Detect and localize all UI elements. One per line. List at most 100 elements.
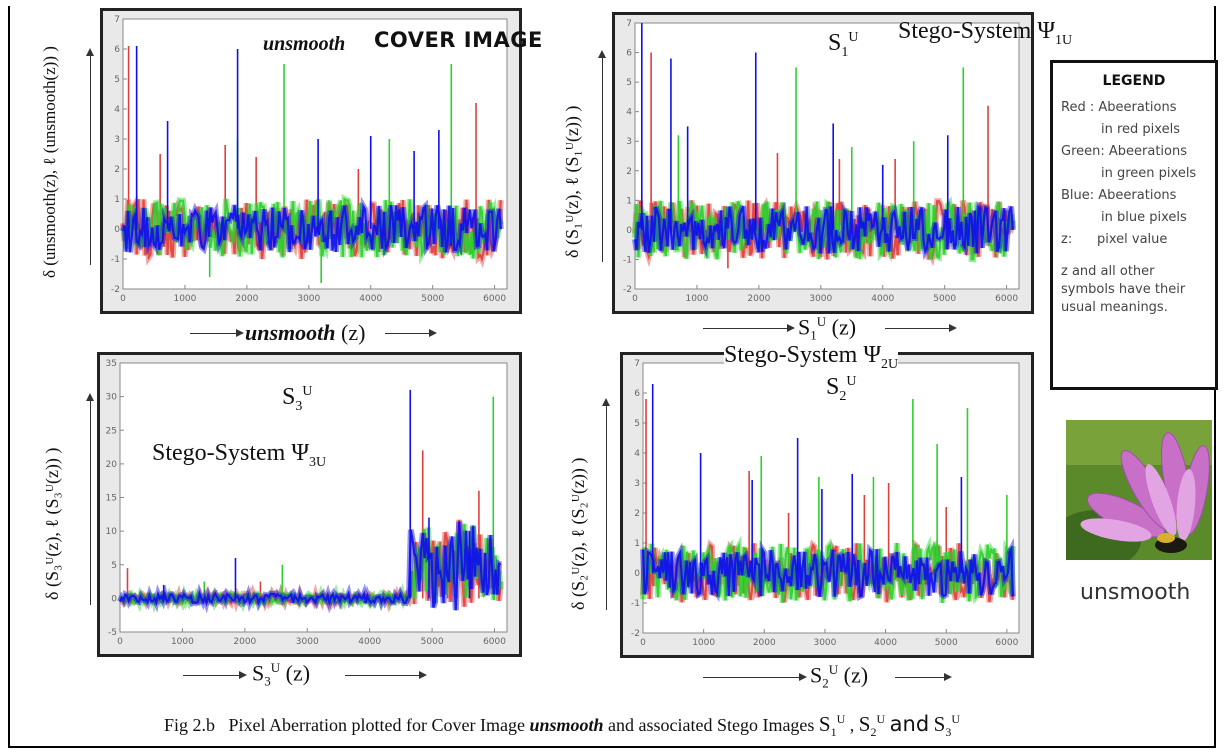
s2-ytick-label: -2	[631, 629, 640, 639]
s3-x-arrow-left	[183, 671, 247, 679]
s2-x-label: S2U (z)	[810, 662, 868, 692]
s3-x-var: (z)	[285, 660, 311, 686]
s1-xtick-label: 3000	[809, 294, 832, 304]
cover-plot: -2 -1 0 1 2 3 4 5 6 7 0 1000 2000 3000 4000 5000 6000	[111, 15, 508, 304]
s1-y-arrow	[598, 50, 606, 262]
s2-ytick-label: 6	[634, 389, 640, 399]
s3-x-label: S3U (z)	[252, 660, 310, 690]
s3-ytick-label: 10	[106, 527, 118, 537]
s2-title-sub: 2U	[881, 356, 899, 372]
legend-green-desc: in green pixels	[1101, 166, 1197, 181]
cover-ytick-label: 3	[114, 135, 120, 145]
s1-y-label: δ (S₁ᵁ(z), ℓ (S₁ᵁ(z)) )	[562, 105, 582, 258]
cover-series-blue	[121, 202, 502, 253]
s3-ytick-label: -5	[108, 628, 117, 638]
s3-x-arrow	[345, 671, 427, 679]
s2-ytick-label: 0	[634, 569, 640, 579]
s3-title-text: Stego-System Ψ	[152, 440, 310, 466]
s1-xtick-label: 1000	[685, 294, 708, 304]
caption-s2-sub: 2	[870, 725, 877, 740]
s1-xtick-label: 5000	[933, 294, 956, 304]
s1-ytick-label: 3	[626, 137, 632, 147]
legend-blue-desc: in blue pixels	[1101, 210, 1187, 225]
s1-series-band-blue	[632, 200, 1016, 261]
s1-title-sub: 1U	[1055, 32, 1073, 48]
s3-y-arrow	[86, 393, 94, 605]
s3-xtick-label: 3000	[296, 637, 319, 647]
s3-y-label: δ (S₃ᵁ(z), ℓ (S₃ᵁ(z)) )	[42, 447, 62, 600]
s3-xtick-label: 5000	[421, 637, 444, 647]
s3-xtick-label: 0	[117, 637, 123, 647]
s1-x-sub: 1	[810, 327, 817, 343]
s2-ytick-label: 4	[634, 449, 640, 459]
s3-ytick-label: 25	[106, 426, 117, 436]
s2-x-var: (z)	[843, 662, 869, 688]
s1-symbol-sub: 1	[841, 44, 849, 60]
s1-series-blue	[633, 204, 1014, 255]
s3-ytick-label: 5	[111, 561, 117, 571]
s3-ytick-label: 20	[106, 460, 118, 470]
cover-image-photo	[1066, 420, 1212, 560]
s2-y-arrow	[602, 398, 610, 610]
caption-s2: S	[858, 712, 871, 736]
cover-ytick-label: 6	[114, 45, 120, 55]
s1-title-text: Stego-System Ψ	[898, 18, 1056, 44]
s2-title-text: Stego-System Ψ	[724, 342, 882, 368]
cover-ytick-label: 4	[114, 105, 120, 115]
s1-xtick-label: 6000	[995, 294, 1018, 304]
caption-s3-sub: 3	[945, 725, 952, 740]
s2-x-sub: 2	[822, 675, 829, 691]
legend-title: LEGEND	[1102, 73, 1166, 89]
figure-caption: Fig 2.b Pixel Aberration plotted for Cov…	[164, 712, 960, 740]
photo-caption: unsmooth	[1080, 580, 1191, 605]
s2-symbol-sup: U	[846, 374, 857, 389]
cover-x-label: unsmooth (z)	[245, 320, 365, 346]
s1-ytick-label: 4	[626, 108, 632, 118]
s2-ytick-label: 1	[634, 539, 640, 549]
cover-y-arrow	[86, 48, 94, 265]
s2-x-arrow-left	[703, 673, 807, 681]
cover-y-label: δ (unsmooth(z), ℓ (unsmooth(z)) )	[40, 46, 59, 278]
caption-text1: Pixel Aberration plotted for Cover Image	[228, 715, 525, 735]
cover-ytick-label: -2	[111, 285, 120, 295]
s2-xtick-label: 5000	[935, 638, 958, 648]
s1-xtick-label: 2000	[747, 294, 770, 304]
cover-x-arrow	[385, 329, 437, 337]
caption-s3-sup: U	[951, 712, 961, 726]
s2-symbol-sub: 2	[839, 388, 847, 404]
s3-x-sub: 3	[264, 673, 271, 689]
cover-x-label-var: (z)	[341, 320, 366, 345]
s3-x-sup: U	[270, 660, 281, 675]
s3-annotation-symbol: S3U	[282, 384, 312, 415]
s2-y-label: δ (S₂ᵁ(z), ℓ (S₂ᵁ(z)) )	[568, 457, 588, 610]
s3-ytick-label: 30	[106, 393, 118, 403]
s3-xtick-label: 4000	[358, 637, 381, 647]
caption-s1: S	[818, 712, 831, 736]
s1-ytick-label: 6	[626, 49, 632, 59]
caption-text2: and associated Stego Images	[607, 715, 815, 735]
s2-xtick-label: 3000	[813, 638, 836, 648]
legend-blue: Blue: Abeerations	[1061, 188, 1177, 203]
legend-red-desc: in red pixels	[1101, 122, 1180, 137]
s1-ytick-label: 2	[626, 167, 632, 177]
s2-plot: -2 -1 0 1 2 3 4 5 6 7 0 1000 2000 3000 4000 5000 6000	[631, 359, 1020, 648]
caption-sep1: ,	[849, 715, 855, 735]
s2-xtick-label: 1000	[692, 638, 715, 648]
cover-xtick-label: 5000	[421, 294, 444, 304]
cover-xtick-label: 4000	[359, 294, 382, 304]
cover-xtick-label: 6000	[483, 294, 506, 304]
legend-red: Red : Abeerations	[1061, 100, 1177, 115]
s3-annotation-title: Stego-System Ψ3U	[152, 440, 326, 471]
cover-xtick-label: 1000	[173, 294, 196, 304]
s1-series-band-green	[632, 196, 1016, 263]
s1-ytick-label: 7	[626, 19, 632, 29]
s3-ytick-label: 35	[106, 359, 117, 369]
s1-symbol-sup: U	[848, 30, 859, 45]
caption-s3: S	[933, 712, 946, 736]
cover-ytick-label: 0	[114, 225, 120, 235]
s1-x-sup: U	[816, 314, 827, 329]
cover-x-arrow-left	[190, 329, 244, 337]
s3-symbol-sup: U	[302, 384, 313, 399]
s2-x-sym: S	[810, 662, 823, 688]
